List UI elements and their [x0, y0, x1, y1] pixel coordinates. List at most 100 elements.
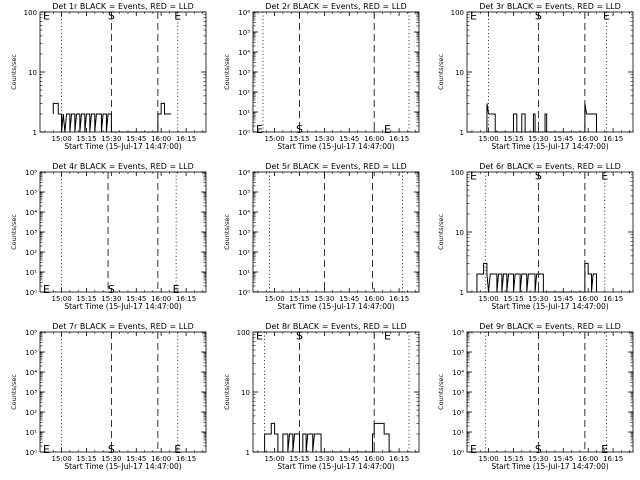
- x-tick-label: 15:15: [76, 135, 96, 143]
- x-tick-label: 15:45: [339, 135, 359, 143]
- x-tick-label: 16:15: [603, 135, 623, 143]
- x-tick-label: 15:30: [528, 455, 548, 463]
- x-tick-label: 15:45: [126, 455, 146, 463]
- x-tick-label: 16:00: [151, 135, 171, 143]
- chart-title: Det 7r BLACK = Events, RED = LLD: [52, 322, 194, 331]
- x-tick-label: 16:15: [603, 455, 623, 463]
- y-tick-label: 100: [237, 329, 250, 337]
- y-tick-label: 10⁴: [238, 209, 250, 217]
- y-axis-title: Counts/sec: [437, 54, 445, 90]
- y-tick-label: 10: [455, 69, 464, 77]
- x-tick-label: 15:15: [289, 135, 309, 143]
- y-tick-label: 10²: [238, 249, 250, 257]
- x-axis-title: Start Time (15-Jul-17 14:47:00): [64, 142, 181, 151]
- x-tick-label: 15:30: [101, 135, 121, 143]
- x-tick-label: 16:00: [578, 455, 598, 463]
- y-tick-label: 10²: [238, 89, 250, 97]
- chart-title: Det 9r BLACK = Events, RED = LLD: [479, 322, 621, 331]
- x-tick-label: 15:30: [101, 455, 121, 463]
- x-tick-label: 15:45: [553, 295, 573, 303]
- y-tick-label: 100: [451, 169, 464, 177]
- y-tick-label: 100: [451, 9, 464, 17]
- y-tick-label: 10⁶: [25, 169, 37, 177]
- y-tick-label: 10²: [452, 409, 464, 417]
- marker-label: E: [43, 10, 50, 23]
- y-tick-label: 10¹: [238, 109, 250, 117]
- x-axis-title: Start Time (15-Jul-17 14:47:00): [64, 462, 181, 471]
- x-tick-label: 16:00: [151, 455, 171, 463]
- x-tick-label: 15:15: [503, 455, 523, 463]
- x-axis-title: Start Time (15-Jul-17 14:47:00): [64, 302, 181, 311]
- x-tick-label: 16:15: [176, 295, 196, 303]
- x-tick-label: 15:00: [51, 135, 71, 143]
- x-tick-label: 15:15: [289, 455, 309, 463]
- marker-label: E: [43, 283, 50, 296]
- y-tick-label: 1: [460, 289, 464, 297]
- y-tick-label: 10²: [25, 249, 37, 257]
- x-tick-label: 15:30: [528, 295, 548, 303]
- y-tick-label: 1: [246, 449, 250, 457]
- x-tick-label: 15:15: [289, 295, 309, 303]
- y-tick-label: 10: [28, 69, 37, 77]
- marker-label: E: [384, 123, 391, 136]
- y-axis-title: Counts/sec: [223, 374, 231, 410]
- x-tick-label: 16:00: [364, 295, 384, 303]
- marker-label: E: [603, 10, 610, 23]
- chart-title: Det 2r BLACK = Events, RED = LLD: [265, 2, 407, 11]
- marker-label: E: [174, 443, 181, 456]
- y-axis-title: Counts/sec: [437, 374, 445, 410]
- x-axis-title: Start Time (15-Jul-17 14:47:00): [277, 142, 394, 151]
- marker-label: E: [601, 443, 608, 456]
- y-tick-label: 10⁴: [238, 49, 250, 57]
- x-tick-label: 16:15: [176, 135, 196, 143]
- chart-title: Det 8r BLACK = Events, RED = LLD: [265, 322, 407, 331]
- y-tick-label: 10⁴: [452, 369, 464, 377]
- y-tick-label: 10⁶: [238, 169, 250, 177]
- y-axis-title: Counts/sec: [437, 214, 445, 250]
- x-tick-label: 15:15: [76, 295, 96, 303]
- y-tick-label: 10³: [25, 229, 37, 237]
- marker-label: E: [470, 443, 477, 456]
- x-tick-label: 15:00: [264, 455, 284, 463]
- x-axis-title: Start Time (15-Jul-17 14:47:00): [491, 302, 608, 311]
- x-tick-label: 15:45: [553, 455, 573, 463]
- y-tick-label: 10⁰: [238, 289, 250, 297]
- x-tick-label: 15:30: [314, 455, 334, 463]
- y-tick-label: 10: [455, 229, 464, 237]
- y-tick-label: 1: [33, 129, 37, 137]
- y-axis-title: Counts/sec: [10, 374, 18, 410]
- x-tick-label: 16:15: [176, 455, 196, 463]
- y-tick-label: 10¹: [25, 429, 37, 437]
- y-tick-label: 10¹: [25, 269, 37, 277]
- y-axis-title: Counts/sec: [223, 54, 231, 90]
- y-tick-label: 10³: [452, 389, 464, 397]
- y-tick-label: 10⁵: [25, 189, 37, 197]
- y-tick-label: 10²: [25, 409, 37, 417]
- x-axis-title: Start Time (15-Jul-17 14:47:00): [277, 302, 394, 311]
- x-tick-label: 16:00: [364, 135, 384, 143]
- x-tick-label: 15:00: [264, 295, 284, 303]
- y-tick-label: 10³: [238, 229, 250, 237]
- y-axis-title: Counts/sec: [10, 214, 18, 250]
- y-axis-title: Counts/sec: [10, 54, 18, 90]
- y-tick-label: 10⁰: [452, 449, 464, 457]
- marker-label: E: [470, 10, 477, 23]
- y-tick-label: 10⁵: [238, 189, 250, 197]
- chart-title: Det 1r BLACK = Events, RED = LLD: [52, 2, 194, 11]
- y-tick-label: 10⁵: [452, 349, 464, 357]
- x-tick-label: 15:00: [478, 135, 498, 143]
- x-tick-label: 15:00: [478, 455, 498, 463]
- y-tick-label: 10⁰: [238, 129, 250, 137]
- y-tick-label: 10³: [238, 69, 250, 77]
- chart-title: Det 3r BLACK = Events, RED = LLD: [479, 2, 621, 11]
- marker-label: E: [384, 330, 391, 343]
- x-tick-label: 15:00: [478, 295, 498, 303]
- marker-label: E: [256, 330, 263, 343]
- marker-label: E: [470, 170, 477, 183]
